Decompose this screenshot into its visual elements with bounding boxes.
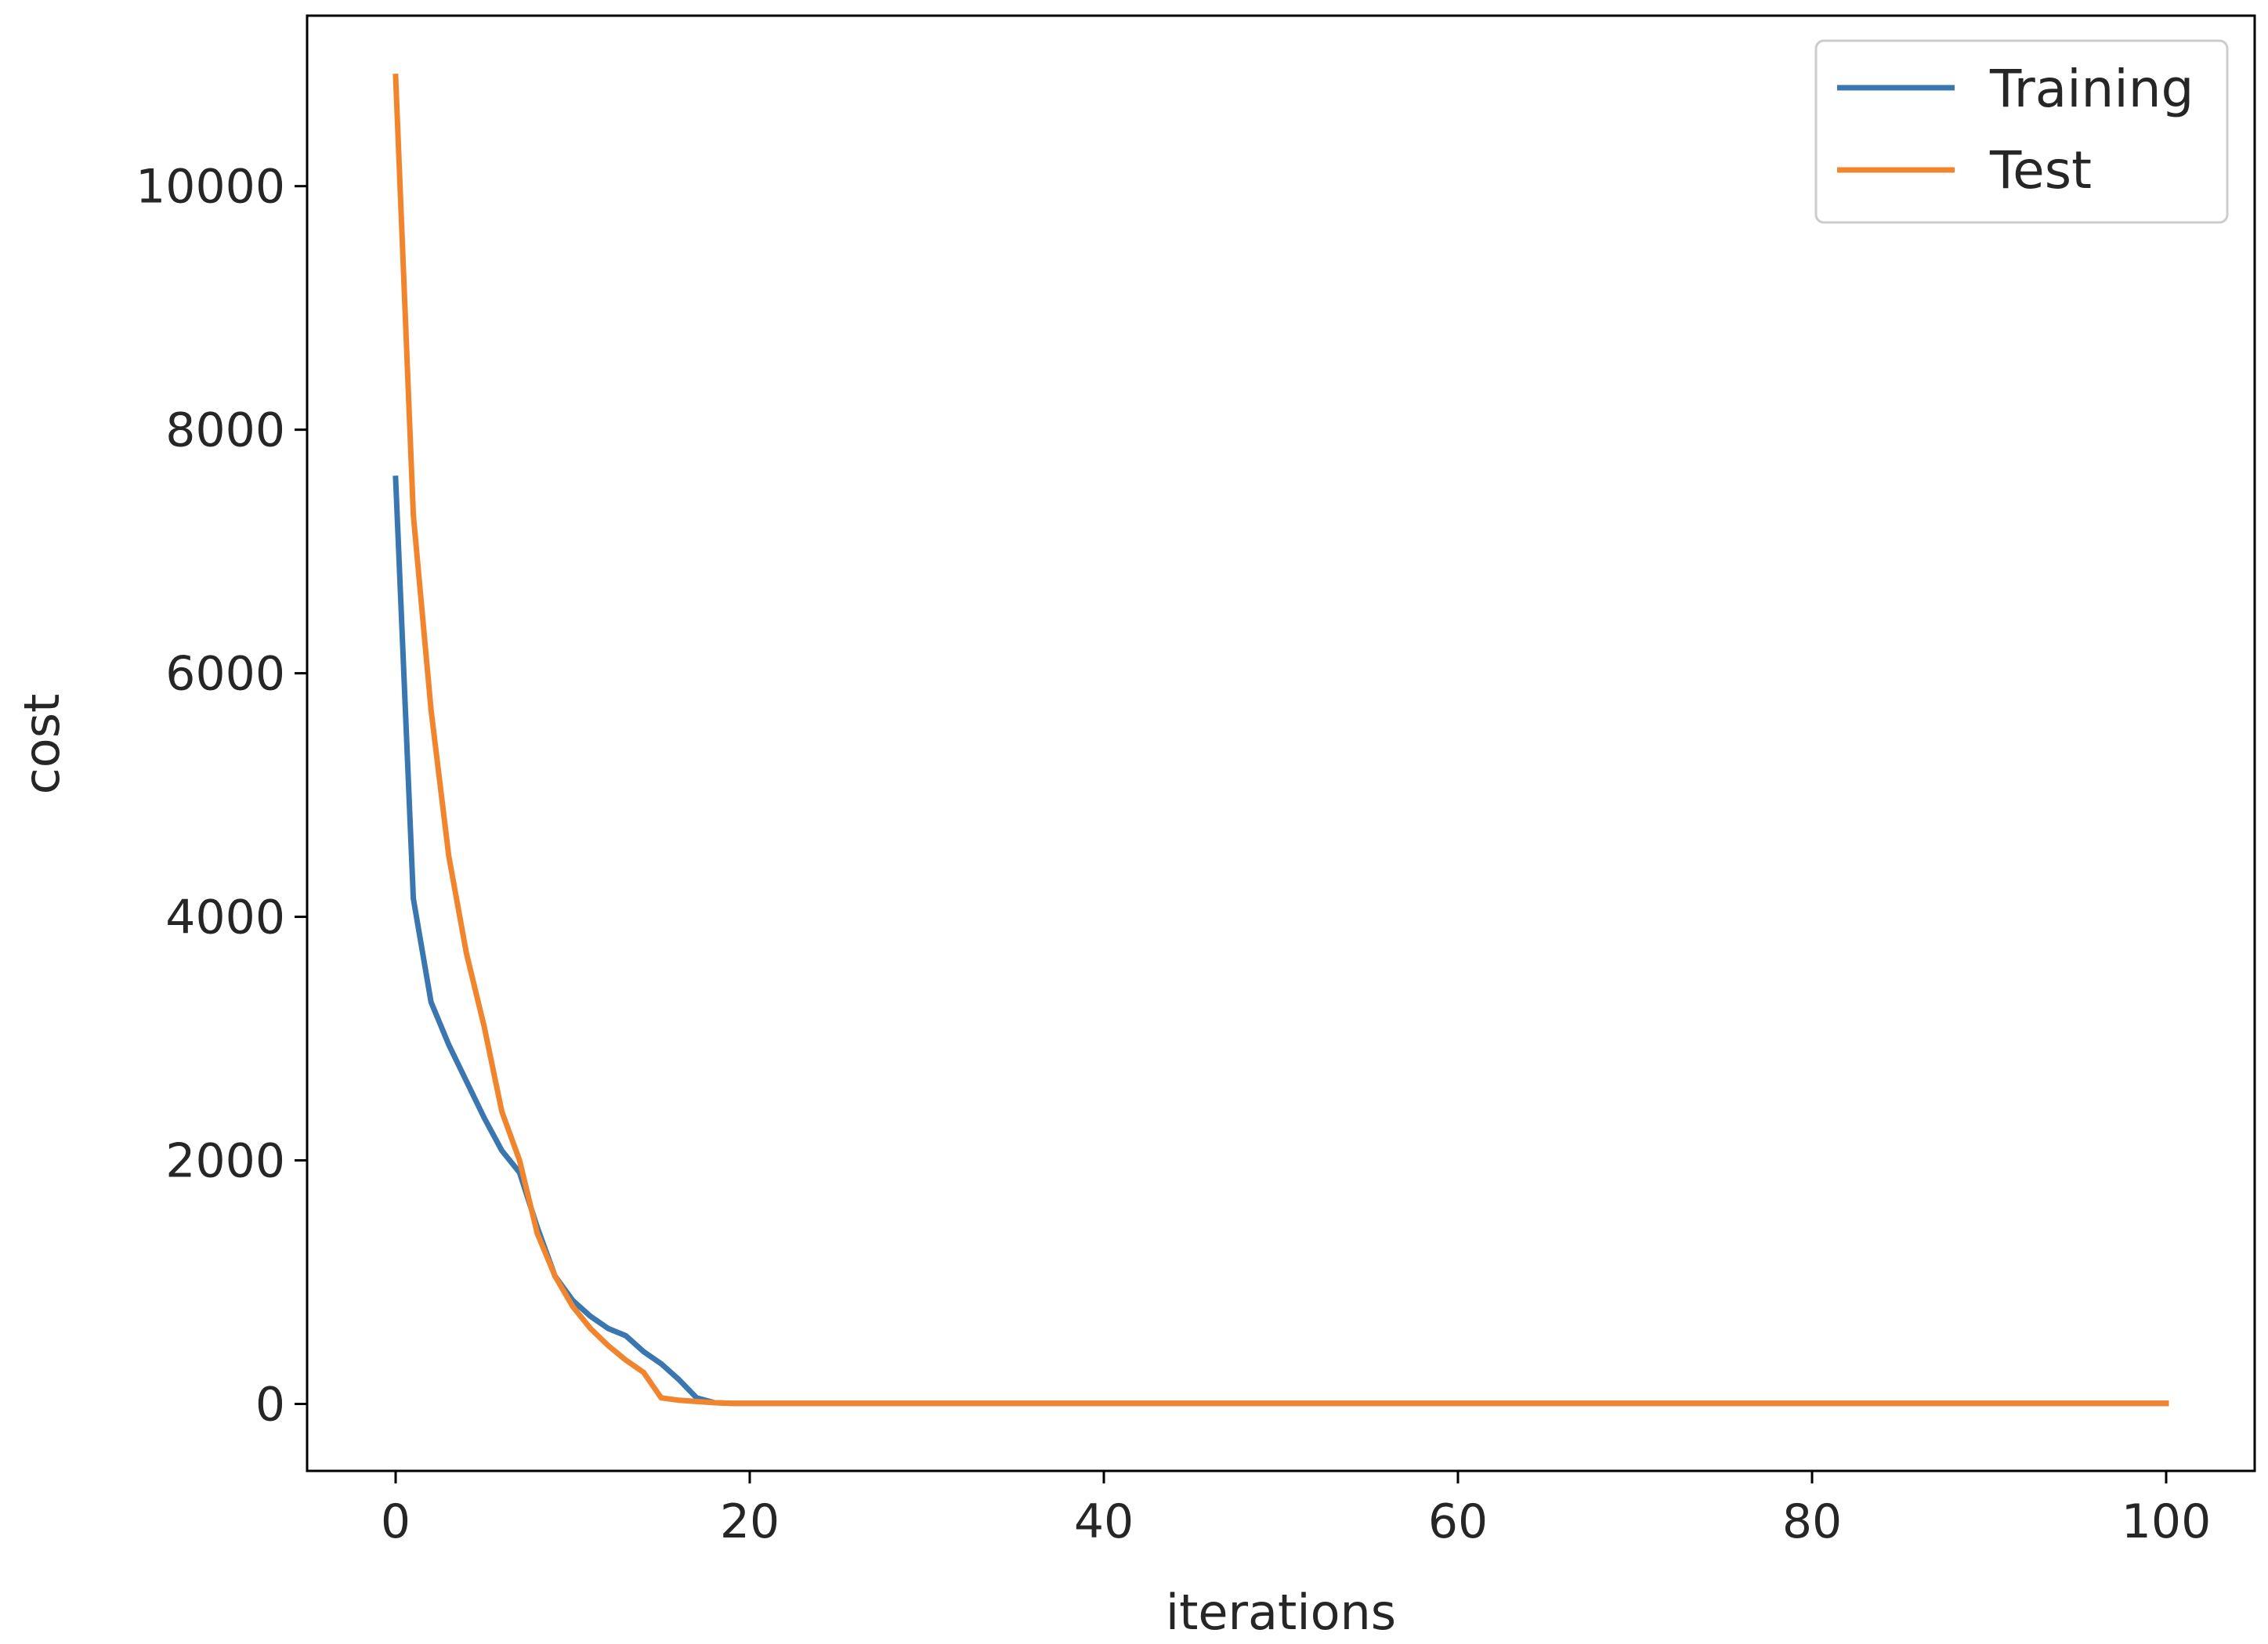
x-tick-label: 80 (1782, 1494, 1842, 1549)
x-tick-label: 100 (2122, 1494, 2212, 1549)
y-axis-label: cost (13, 694, 71, 795)
plot-frame (306, 14, 2256, 1472)
y-tick-label: 6000 (165, 647, 285, 702)
legend-label-training: Training (1989, 59, 2194, 119)
legend: Training Test (1814, 39, 2229, 224)
y-tick-label: 10000 (136, 160, 285, 215)
x-tick-label: 60 (1428, 1494, 1488, 1549)
y-axis-ticks: 0 2000 4000 6000 8000 10000 (136, 160, 307, 1432)
y-tick-label: 8000 (165, 403, 285, 458)
x-axis-ticks: 0 20 40 60 80 100 (381, 1471, 2211, 1549)
x-tick-label: 40 (1074, 1494, 1134, 1549)
x-axis-label: iterations (1166, 1584, 1396, 1641)
y-tick-label: 4000 (165, 891, 285, 945)
x-tick-label: 20 (720, 1494, 780, 1549)
y-tick-label: 2000 (165, 1134, 285, 1189)
x-tick-label: 0 (381, 1494, 411, 1549)
series-layer (392, 74, 2169, 1407)
series-line-test (392, 74, 2169, 1407)
legend-label-test: Test (1989, 140, 2092, 201)
y-tick-label: 0 (255, 1377, 285, 1432)
